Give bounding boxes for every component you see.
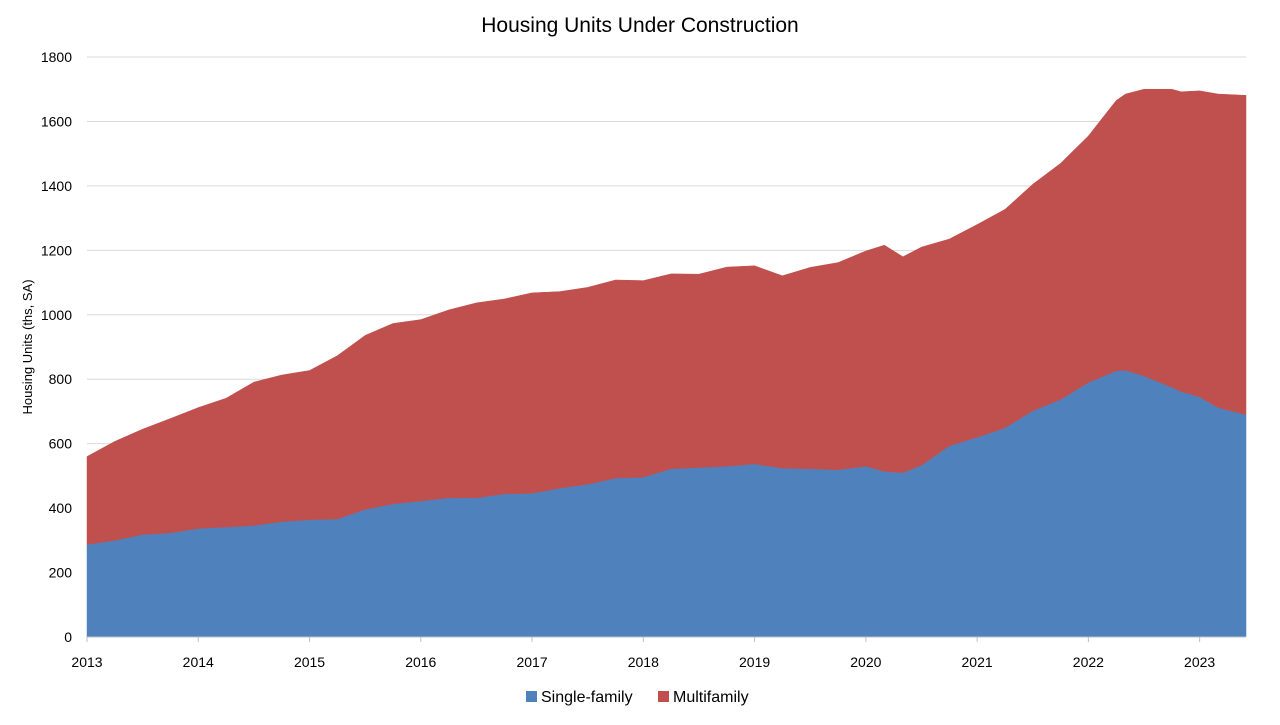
chart-title: Housing Units Under Construction bbox=[481, 14, 798, 37]
y-axis-label: Housing Units (ths, SA) bbox=[20, 279, 35, 414]
x-tick-label-2016: 2016 bbox=[405, 654, 436, 670]
area-series bbox=[86, 88, 1247, 638]
legend-swatch-multifamily bbox=[658, 691, 669, 702]
y-tick-label-800: 800 bbox=[49, 371, 73, 387]
legend: Single-family Multifamily bbox=[526, 689, 749, 706]
y-tick-label-0: 0 bbox=[64, 629, 72, 645]
x-tick-label-2017: 2017 bbox=[516, 654, 547, 670]
y-tick-label-1800: 1800 bbox=[41, 49, 72, 65]
legend-label-single-family: Single-family bbox=[541, 689, 633, 706]
x-tick-label-2015: 2015 bbox=[294, 654, 325, 670]
x-tick-label-2018: 2018 bbox=[628, 654, 659, 670]
y-tick-label-1200: 1200 bbox=[41, 242, 72, 258]
y-tick-label-1400: 1400 bbox=[41, 178, 72, 194]
x-tick-label-2021: 2021 bbox=[962, 654, 993, 670]
legend-swatch-single-family bbox=[526, 691, 537, 702]
y-tick-label-200: 200 bbox=[49, 565, 73, 581]
x-tick-label-2023: 2023 bbox=[1184, 654, 1215, 670]
x-tick-label-2014: 2014 bbox=[183, 654, 214, 670]
axes: 0 200 400 600 800 1000 1200 1400 1600 1800 2013 201… bbox=[41, 49, 1246, 670]
x-tick-label-2020: 2020 bbox=[850, 654, 881, 670]
x-tick-label-2019: 2019 bbox=[739, 654, 770, 670]
x-tick-label-2022: 2022 bbox=[1073, 654, 1104, 670]
x-tick-label-2013: 2013 bbox=[71, 654, 102, 670]
legend-label-multifamily: Multifamily bbox=[673, 689, 749, 706]
y-tick-label-600: 600 bbox=[49, 436, 73, 452]
y-tick-label-400: 400 bbox=[49, 500, 73, 516]
y-tick-label-1000: 1000 bbox=[41, 307, 72, 323]
y-tick-label-1600: 1600 bbox=[41, 113, 72, 129]
area-multifamily bbox=[86, 88, 1247, 545]
